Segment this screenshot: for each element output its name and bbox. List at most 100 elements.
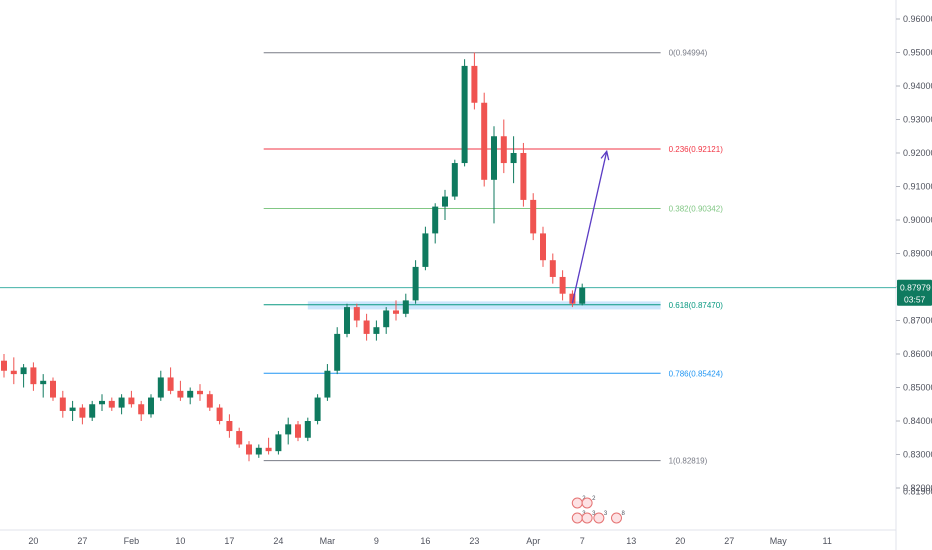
event-marker-icon[interactable] [593, 512, 605, 524]
candle-body[interactable] [432, 206, 439, 234]
event-marker-icon[interactable] [571, 497, 583, 509]
x-tick-label: Apr [526, 536, 540, 546]
candle-body[interactable] [402, 300, 409, 314]
candle-body[interactable] [383, 310, 390, 328]
candle-body[interactable] [344, 307, 350, 334]
candle-body[interactable] [108, 400, 115, 408]
event-count: 8 [622, 511, 626, 517]
event-marker-icon[interactable] [611, 512, 622, 524]
candle-body[interactable] [1, 360, 7, 371]
event-marker-icon[interactable] [571, 512, 583, 524]
candle-body[interactable] [304, 421, 311, 438]
x-tick-label: 16 [420, 536, 430, 546]
candle-body[interactable] [99, 400, 105, 405]
candle-body[interactable] [334, 333, 341, 371]
candle-body[interactable] [314, 397, 321, 421]
candle-body[interactable] [177, 390, 184, 398]
candle-body[interactable] [138, 404, 145, 415]
candle-body[interactable] [451, 163, 458, 197]
candle-body[interactable] [40, 380, 47, 385]
candle-body[interactable] [187, 390, 194, 398]
projection-arrow-line[interactable] [571, 151, 608, 304]
event-marker-icon[interactable] [581, 497, 593, 509]
candle-body[interactable] [491, 136, 497, 180]
candle-body[interactable] [265, 447, 272, 452]
candle-body[interactable] [461, 65, 468, 164]
candle-body[interactable] [20, 367, 27, 375]
candle-body[interactable] [363, 320, 370, 334]
candle-body[interactable] [148, 397, 154, 415]
fib-level-label: 0.618(0.87470) [669, 301, 724, 310]
current-price-value: 0.87979 [900, 283, 931, 293]
candle-body[interactable] [324, 370, 331, 398]
candle-body[interactable] [510, 153, 517, 164]
candle-body[interactable] [10, 370, 17, 375]
candle-body[interactable] [118, 397, 125, 408]
fib-level-label: 0(0.94994) [669, 49, 708, 58]
candle-body[interactable] [69, 407, 76, 411]
candle-body[interactable] [412, 266, 419, 301]
candle-body[interactable] [226, 421, 233, 432]
candle-body[interactable] [295, 424, 301, 438]
candle-body[interactable] [569, 293, 576, 304]
fib-level-label: 0.786(0.85424) [669, 369, 724, 378]
candle-body[interactable] [30, 367, 37, 385]
candle-body[interactable] [373, 327, 380, 334]
event-count: 3 [604, 511, 608, 517]
current-price-tag [897, 279, 932, 306]
fib-level-label: 0.236(0.92121) [669, 145, 724, 154]
candle-body[interactable] [236, 431, 243, 445]
candle-body[interactable] [393, 310, 399, 314]
x-tick-label: 23 [469, 536, 479, 546]
candle-body[interactable] [50, 380, 56, 398]
x-tick-label: 17 [224, 536, 234, 546]
candle-body[interactable] [549, 260, 556, 277]
candle-body[interactable] [275, 434, 282, 452]
candle-body[interactable] [442, 196, 448, 207]
x-tick-label: Mar [320, 536, 336, 546]
candle-body[interactable] [540, 233, 546, 261]
bar-countdown: 03:57 [904, 295, 926, 305]
candle-body[interactable] [559, 276, 566, 294]
x-tick-label: 10 [175, 536, 185, 546]
candle-body[interactable] [255, 447, 262, 455]
x-tick-label: 13 [626, 536, 636, 546]
x-tick-label: May [770, 536, 788, 546]
candle-body[interactable] [79, 407, 86, 418]
candle-body[interactable] [246, 444, 252, 455]
candle-body[interactable] [500, 136, 507, 164]
candle-body[interactable] [353, 307, 360, 321]
candle-body[interactable] [89, 404, 96, 418]
candle-body[interactable] [481, 102, 488, 180]
candle-body[interactable] [422, 233, 429, 267]
x-tick-label: 7 [580, 536, 585, 546]
candle-body[interactable] [197, 390, 203, 395]
y-tick-label: 0.81900 [903, 486, 932, 496]
candle-body[interactable] [471, 65, 478, 103]
candle-body[interactable] [530, 199, 537, 234]
candle-body[interactable] [216, 407, 223, 421]
candle-body[interactable] [59, 397, 66, 411]
candle-body[interactable] [167, 377, 174, 391]
event-marker-icon[interactable] [581, 512, 593, 524]
candle-body[interactable] [128, 397, 135, 405]
candle-body[interactable] [157, 377, 164, 398]
candle-body[interactable] [285, 424, 292, 435]
support-zone[interactable] [307, 301, 661, 310]
candle-body[interactable] [520, 153, 527, 200]
fib-level-label: 0.382(0.90342) [669, 205, 724, 214]
candle-body[interactable] [206, 394, 213, 408]
x-tick-label: 20 [28, 536, 38, 546]
candle-body[interactable] [579, 287, 586, 304]
event-count: 2 [592, 496, 596, 502]
